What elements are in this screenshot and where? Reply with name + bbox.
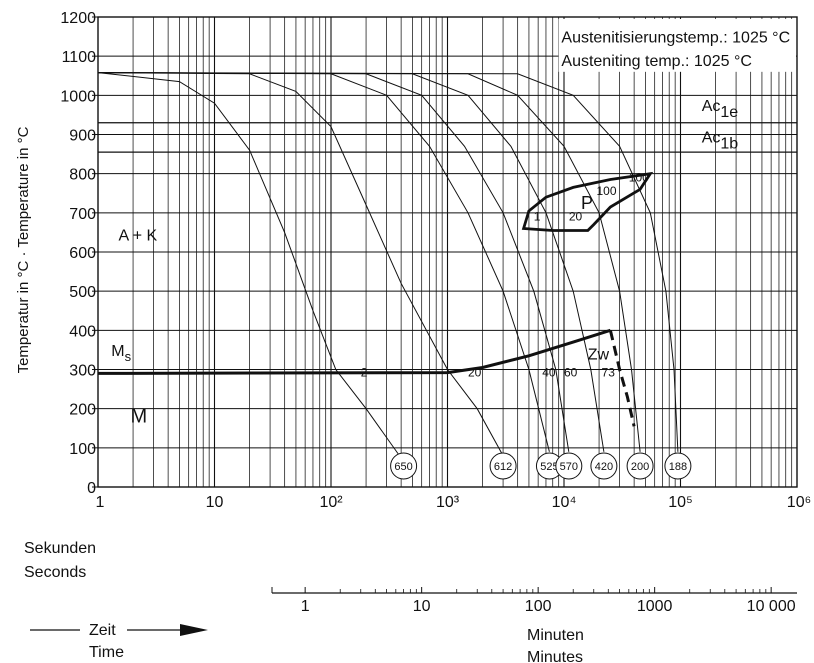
minute-tick-label: 100 [525,598,552,615]
grid [98,17,797,487]
y-tick-label: 1100 [62,49,97,66]
curve-label-73: 73 [602,366,616,380]
hardness-value-188: 188 [669,461,687,473]
bainite-end-dashed [608,329,636,427]
hardness-circle-650 [390,452,418,480]
minute-tick-label: 1000 [637,598,673,615]
cooling-curve-650 [97,72,405,462]
ms-label: Ms [111,343,131,364]
minute-tick-label: 10 [413,598,431,615]
y-tick-label: 500 [69,284,96,301]
minutes-label-en: Minutes [527,649,583,663]
pearlite-label: P [581,193,593,213]
curve-label-100: 100 [596,184,616,198]
hardness-value-200: 200 [631,461,649,473]
hardness-value-525: 525 [540,461,558,473]
x-tick-label-seconds: 10 [206,494,224,511]
pearlite-region [521,171,654,232]
hardness-value-612: 612 [494,461,512,473]
hardness-circle-612 [489,452,517,480]
minute-tick-label: 1 [301,598,310,615]
austenitizing-box [558,18,796,72]
cooling-curve-200 [97,72,641,452]
x-tick-label-seconds: 10⁵ [668,494,692,511]
hardness-circle-570 [555,452,583,480]
curve-label-1: 1 [534,210,541,224]
hardness-circle-420 [590,452,618,480]
y-tick-label: 0 [87,480,96,497]
annotations: Austenitisierungstemp.: 1025 °C Austeniti… [111,29,790,427]
hardness-value-650: 650 [394,461,412,473]
curve-label-60: 60 [564,366,578,380]
y-tick-label: 900 [69,128,96,145]
ac1b-label: Ac1b [702,129,739,152]
seconds-label-de: Sekunden [24,540,96,557]
martensite-label: M [130,405,147,427]
x-tick-label-seconds: 1 [96,494,105,511]
time-label-en: Time [89,644,124,661]
y-tick-label: 600 [69,245,96,262]
x-tick-label-seconds: 10⁶ [787,494,811,511]
time-arrow-head [180,624,208,636]
curve-label-20: 20 [468,366,482,380]
ms-bainite-boundary [97,328,611,375]
austenitizing-label-en: Austeniting temp.: 1025 °C [561,53,752,70]
y-tick-label: 1000 [60,88,96,105]
plot-frame [97,16,798,488]
curve-label-40: 40 [542,366,556,380]
curve-label-100: 100 [629,171,649,185]
austenite-carbide-label: A + K [119,227,158,244]
hardness-circle-188 [664,452,692,480]
x-tick-label-seconds: 10⁴ [552,494,577,511]
cooling-curve-570 [97,72,570,452]
y-tick-label: 100 [69,441,96,458]
cooling-curve-612 [97,72,504,456]
hardness-value-420: 420 [595,461,613,473]
curve-label-20: 20 [569,210,583,224]
x-tick-label-seconds: 10² [319,494,343,511]
bainite-label: Zw [588,347,610,364]
curve-label-2: 2 [361,366,368,380]
y-tick-label: 800 [69,167,96,184]
y-axis-label: Temperatur in °C · Temperature in °C [15,126,32,373]
hardness-circle-200 [626,452,654,480]
seconds-label-en: Seconds [24,564,86,581]
cooling-curve-420 [97,72,605,452]
transformation-regions [97,171,654,427]
axis-ticks: 0100200300400500600700800900100011001200… [60,10,811,511]
y-tick-label: 300 [69,363,96,380]
hardness-value-570: 570 [560,461,578,473]
cooling-curves: 650 612 525 570 420 200 188 [97,72,692,480]
cooling-curve-188 [97,72,679,452]
time-label-de: Zeit [89,622,116,639]
austenitizing-label-de: Austenitisierungstemp.: 1025 °C [561,29,790,46]
ac1e-label: Ac1e [702,98,739,121]
cooling-curve-525 [97,72,550,452]
y-tick-label: 400 [69,323,96,340]
x-tick-label-seconds: 10³ [436,494,460,511]
y-tick-label: 1200 [60,10,96,27]
minutes-label-de: Minuten [527,627,584,644]
y-tick-label: 700 [69,206,96,223]
minute-axis-ticks: 1 10 100 1000 10 000 [271,587,796,615]
minute-tick-label: 10 000 [747,598,796,615]
y-tick-label: 200 [69,402,96,419]
